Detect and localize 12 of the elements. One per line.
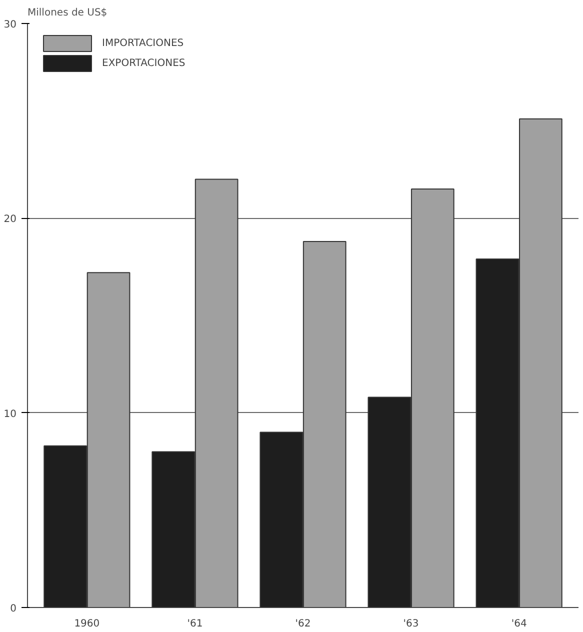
y-tick-label: 20 bbox=[4, 214, 17, 226]
legend-label: IMPORTACIONES bbox=[102, 38, 184, 48]
x-tick-label: '63 bbox=[403, 618, 419, 630]
x-tick-label: '64 bbox=[511, 618, 527, 630]
y-tick-label: 30 bbox=[4, 20, 17, 30]
legend-label: EXPORTACIONES bbox=[102, 58, 186, 68]
y-tick-label: 0 bbox=[10, 604, 17, 614]
y-axis-title: Millones de US$ bbox=[28, 8, 108, 18]
x-tick-label: '61 bbox=[187, 618, 203, 630]
x-tick-label: '62 bbox=[295, 618, 311, 630]
x-tick-label: 1960 bbox=[74, 618, 100, 630]
y-tick-label: 10 bbox=[4, 408, 17, 420]
